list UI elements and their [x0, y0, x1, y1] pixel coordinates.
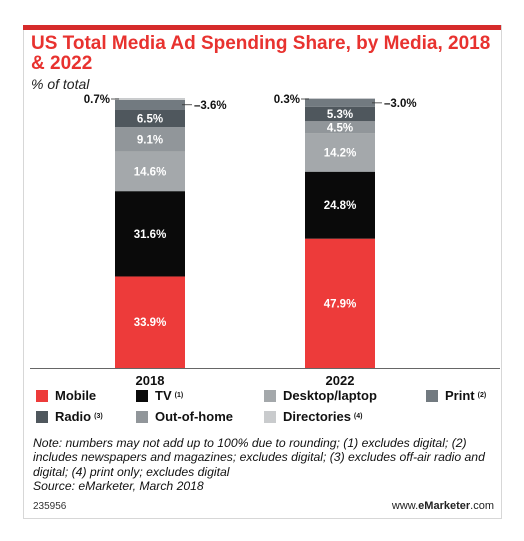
bar-segment-radio-2022 — [305, 106, 375, 122]
brand-suffix: .com — [470, 500, 494, 512]
data-label-directories-2022: 0.3% — [274, 94, 300, 106]
legend-swatch-directories — [264, 410, 276, 423]
bar-segment-mobile-2018 — [115, 276, 185, 368]
bar-segment-mobile-2022 — [305, 238, 375, 368]
legend-sup-directories: (4) — [353, 413, 363, 420]
legend-item-desktop-laptop: Desktop/laptop — [264, 388, 377, 403]
data-label-out-of-home-2022: 4.5% — [327, 122, 353, 134]
data-label-desktop-laptop-2022: 14.2% — [324, 148, 357, 160]
brand-name: eMarketer — [418, 500, 471, 512]
brand-link[interactable]: www.eMarketer.com — [392, 500, 494, 512]
bar-segment-directories-2022 — [305, 98, 375, 99]
x-tick-label-2018: 2018 — [136, 373, 165, 388]
legend-swatch-mobile — [36, 389, 48, 402]
legend-item-out-of-home: Out-of-home — [136, 409, 233, 424]
bar-segment-desktop-laptop-2018 — [115, 151, 185, 192]
legend-item-radio: Radio (3) — [36, 409, 103, 424]
data-label-tv-2022: 24.8% — [324, 200, 357, 212]
data-label-directories-2018: 0.7% — [84, 94, 110, 106]
bar-segment-print-2018 — [115, 99, 185, 110]
data-label-out-of-home-2018: 9.1% — [137, 134, 163, 146]
data-label-mobile-2018: 33.9% — [134, 317, 167, 329]
chart-legend: Mobile TV (1) Desktop/laptop Print (2) R… — [36, 388, 496, 428]
legend-swatch-desktop-laptop — [264, 389, 276, 402]
bar-segment-out-of-home-2022 — [305, 121, 375, 134]
bar-segment-radio-2018 — [115, 109, 185, 128]
data-label-radio-2022: 5.3% — [327, 109, 353, 121]
legend-swatch-print — [426, 389, 438, 402]
chart-title: US Total Media Ad Spending Share, by Med… — [31, 33, 491, 74]
chart-subtitle: % of total — [31, 76, 90, 92]
accent-bar — [23, 25, 501, 30]
x-tick-label-2022: 2022 — [326, 373, 355, 388]
chart-notes: Note: numbers may not add up to 100% due… — [33, 436, 493, 494]
legend-label-tv: TV — [155, 388, 172, 403]
legend-item-tv: TV (1) — [136, 388, 183, 403]
data-label-mobile-2022: 47.9% — [324, 298, 357, 310]
legend-item-print: Print (2) — [426, 388, 486, 403]
legend-label-print: Print — [445, 388, 475, 403]
bar-segment-print-2022 — [305, 98, 375, 107]
bar-segment-directories-2018 — [115, 98, 185, 100]
data-label-tv-2018: 31.6% — [134, 229, 167, 241]
data-label-print-2018: –3.6% — [194, 100, 227, 112]
legend-swatch-out-of-home — [136, 410, 148, 423]
legend-label-out-of-home: Out-of-home — [155, 409, 233, 424]
legend-item-mobile: Mobile — [36, 388, 96, 403]
bar-segment-out-of-home-2018 — [115, 127, 185, 152]
legend-label-directories: Directories — [283, 409, 351, 424]
legend-sup-radio: (3) — [94, 413, 103, 420]
bar-segment-tv-2022 — [305, 171, 375, 239]
data-label-print-2022: –3.0% — [384, 98, 417, 110]
bar-segment-tv-2018 — [115, 191, 185, 277]
legend-label-desktop-laptop: Desktop/laptop — [283, 388, 377, 403]
chart-id: 235956 — [33, 501, 67, 512]
data-label-radio-2018: 6.5% — [137, 113, 163, 125]
legend-swatch-radio — [36, 410, 48, 423]
data-label-desktop-laptop-2018: 14.6% — [134, 166, 167, 178]
legend-label-mobile: Mobile — [55, 388, 97, 403]
legend-swatch-tv — [136, 389, 148, 402]
bar-segment-desktop-laptop-2022 — [305, 133, 375, 172]
brand-prefix: www. — [391, 500, 419, 512]
legend-label-radio: Radio — [55, 409, 92, 424]
note-text: Note: numbers may not add up to 100% due… — [33, 436, 485, 479]
legend-sup-print: (2) — [477, 392, 487, 399]
legend-item-directories: Directories (4) — [264, 409, 362, 424]
source-text: Source: eMarketer, March 2018 — [33, 479, 204, 494]
legend-sup-tv: (1) — [174, 392, 184, 399]
